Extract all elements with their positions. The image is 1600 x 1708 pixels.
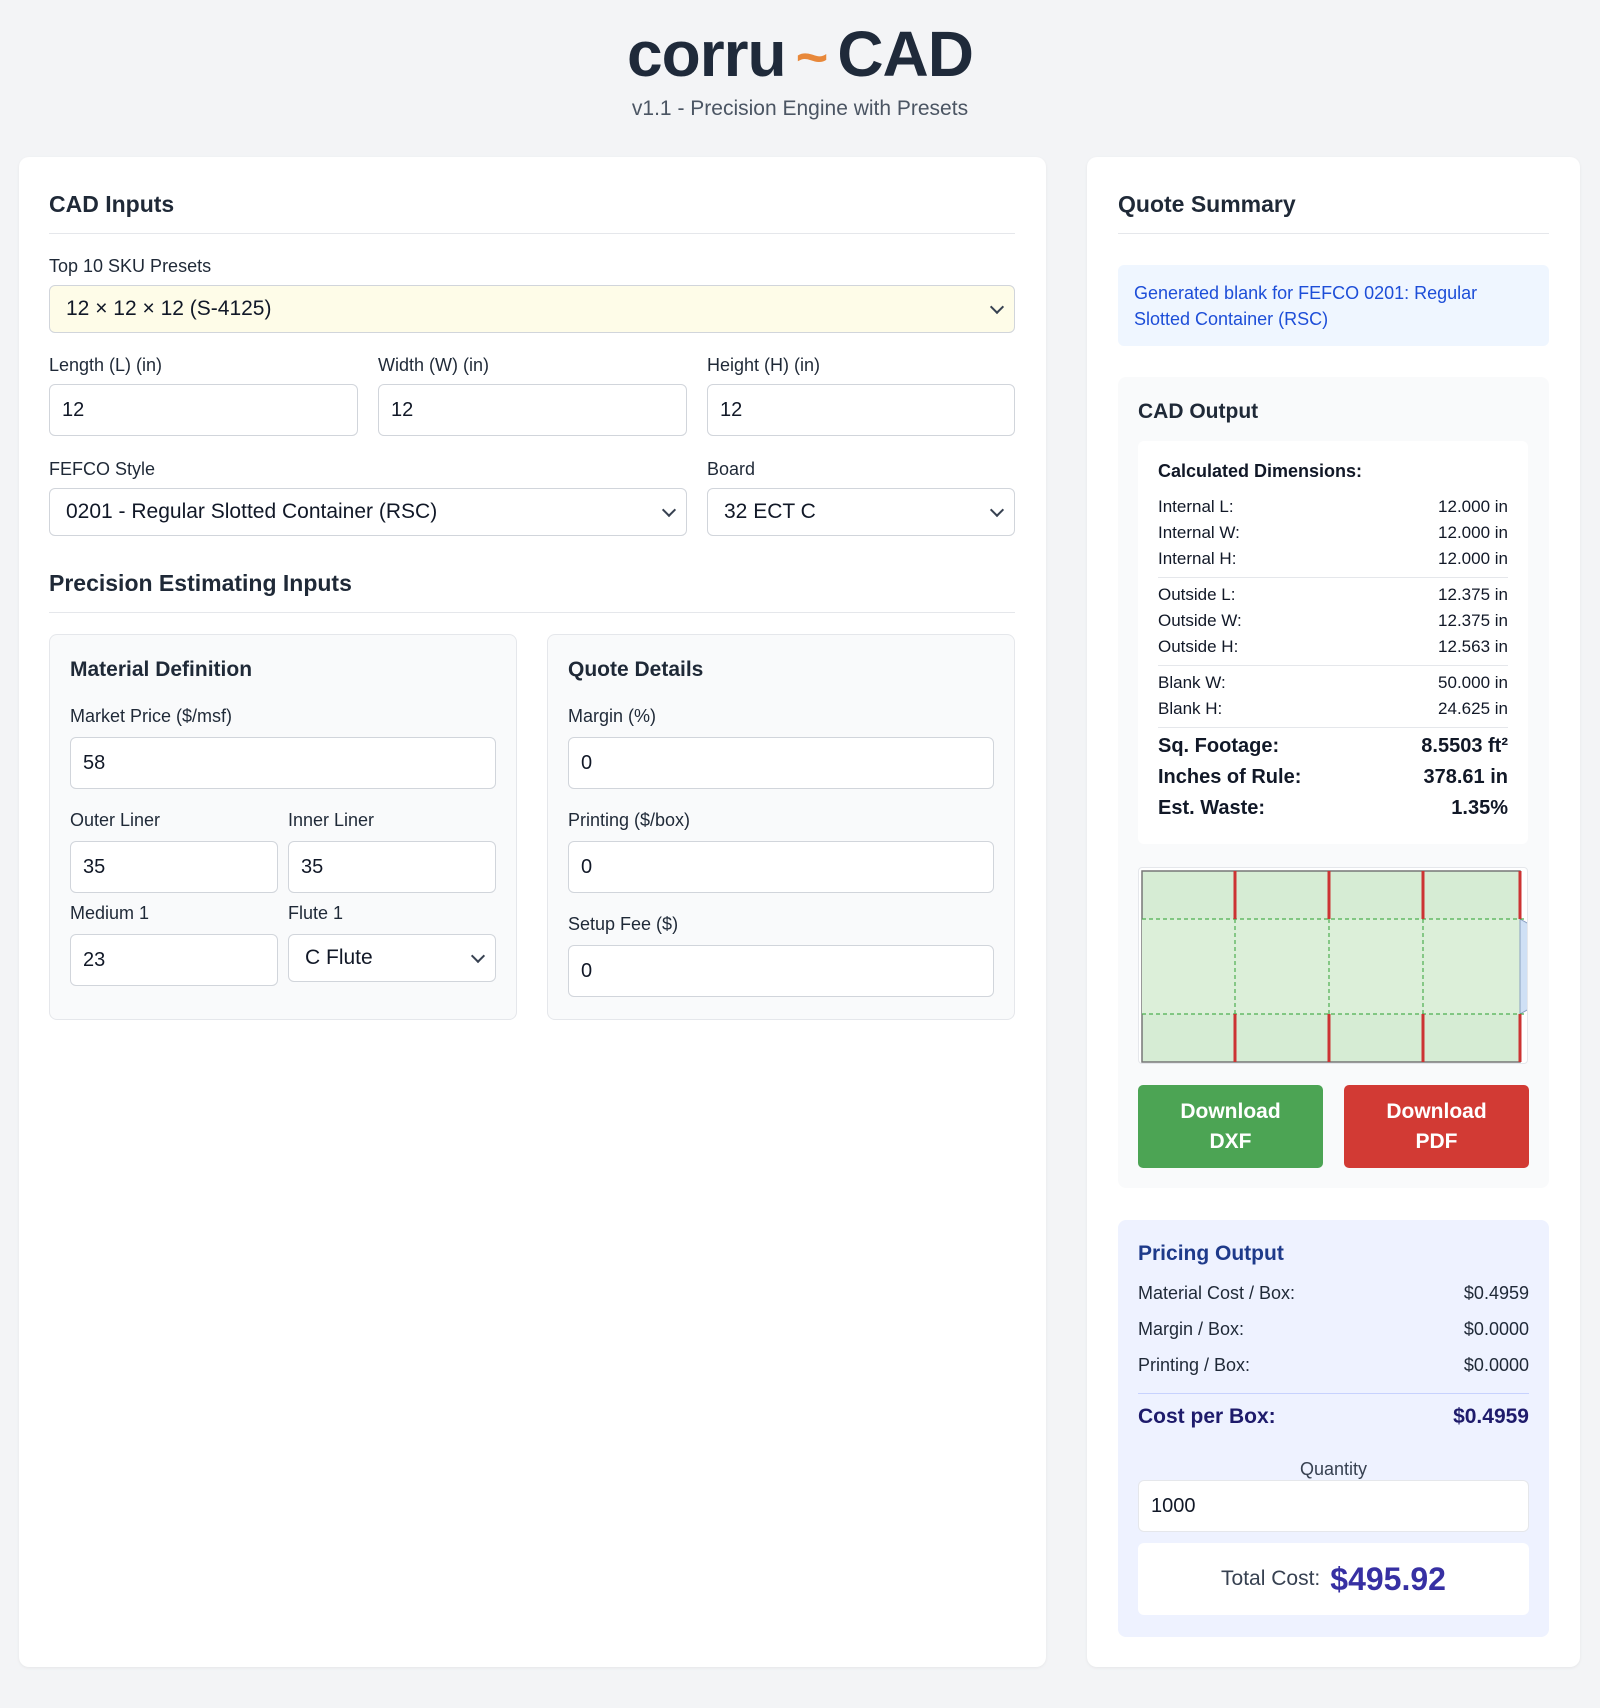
quantity-label: Quantity: [1299, 1459, 1368, 1479]
medium-label: Medium 1: [70, 903, 150, 923]
setup-fee-input[interactable]: 0: [568, 945, 994, 997]
printing-row: Printing / Box: $0.0000: [1138, 1355, 1529, 1375]
calculated-dimensions-title: Calculated Dimensions:: [1158, 461, 1363, 481]
medium-input[interactable]: 23: [70, 934, 278, 986]
chevron-down-icon: [989, 502, 1005, 518]
board-value: 32 ECT C: [724, 500, 816, 523]
material-title: Material Definition: [70, 658, 253, 681]
fefco-label: FEFCO Style: [49, 459, 156, 479]
board-select[interactable]: 32 ECT C: [707, 488, 1015, 536]
market-price-label: Market Price ($/msf): [70, 706, 233, 726]
sq-footage-row: Sq. Footage: 8.5503 ft²: [1158, 735, 1508, 757]
presets-label: Top 10 SKU Presets: [49, 256, 212, 276]
cost-per-box-row: Cost per Box: $0.4959: [1138, 1405, 1529, 1428]
divider: [49, 233, 1015, 234]
chevron-down-icon: [470, 948, 486, 964]
height-input[interactable]: 12: [707, 384, 1015, 436]
divider: [1118, 233, 1549, 234]
cad-inputs-title: CAD Inputs: [49, 191, 175, 217]
pricing-divider: [1138, 1393, 1529, 1394]
flute-select[interactable]: C Flute: [288, 934, 496, 982]
dim-row: Internal H: 12.000 in: [1158, 549, 1508, 568]
blank-body: [1142, 919, 1520, 1014]
quote-details-box: Quote Details Margin (%) 0 Printing ($/b…: [547, 634, 1015, 1020]
logo-tilde: ~: [795, 25, 829, 88]
outer-liner-label: Outer Liner: [70, 810, 161, 830]
fefco-style-value: 0201 - Regular Slotted Container (RSC): [66, 500, 438, 523]
chevron-down-icon: [989, 299, 1005, 315]
quote-summary-panel: Quote Summary Generated blank for FEFCO …: [1087, 157, 1580, 1667]
app-subtitle: v1.1 - Precision Engine with Presets: [631, 97, 969, 120]
total-cost-box: Total Cost: $495.92: [1138, 1543, 1529, 1615]
download-pdf-button[interactable]: Download PDF: [1344, 1085, 1529, 1168]
board-label: Board: [707, 459, 756, 479]
material-definition-box: Material Definition Market Price ($/msf)…: [49, 634, 517, 1020]
flute-value: C Flute: [305, 946, 373, 969]
length-input[interactable]: 12: [49, 384, 358, 436]
quantity-input[interactable]: 1000: [1138, 1480, 1529, 1532]
dim-separator: [1158, 577, 1508, 578]
quote-details-title: Quote Details: [568, 658, 704, 681]
width-label: Width (W) (in): [378, 355, 489, 375]
app-header: corru ~ CAD v1.1 - Precision Engine with P…: [0, 16, 1600, 121]
margin-input[interactable]: 0: [568, 737, 994, 789]
outer-liner-input[interactable]: 35: [70, 841, 278, 893]
total-cost-value: $495.92: [1330, 1560, 1446, 1597]
margin-label: Margin (%): [568, 706, 657, 726]
setup-fee-label: Setup Fee ($): [568, 914, 679, 934]
download-dxf-button[interactable]: Download DXF: [1138, 1085, 1323, 1168]
margin-row: Margin / Box: $0.0000: [1138, 1319, 1529, 1339]
length-label: Length (L) (in): [49, 355, 163, 375]
total-cost-label: Total Cost:: [1221, 1567, 1321, 1590]
inner-liner-input[interactable]: 35: [288, 841, 496, 893]
info-message: Generated blank for FEFCO 0201: Regular …: [1118, 265, 1549, 346]
width-input[interactable]: 12: [378, 384, 687, 436]
blank-preview: [1138, 867, 1528, 1064]
dim-separator: [1158, 665, 1508, 666]
calculated-dimensions-card: Calculated Dimensions: Internal L: 12.000…: [1138, 441, 1528, 844]
pricing-output-box: Pricing Output Material Cost / Box: $0.49…: [1118, 1220, 1549, 1637]
dim-row: Internal W: 12.000 in: [1158, 523, 1508, 542]
dim-row: Outside L: 12.375 in: [1158, 585, 1508, 604]
flute-label: Flute 1: [288, 903, 344, 923]
chevron-down-icon: [661, 502, 677, 518]
fefco-style-select[interactable]: 0201 - Regular Slotted Container (RSC): [49, 488, 687, 536]
pricing-output-title: Pricing Output: [1138, 1242, 1284, 1265]
quote-summary-title: Quote Summary: [1118, 191, 1296, 217]
glue-flap: [1519, 918, 1527, 1015]
inner-liner-label: Inner Liner: [288, 810, 375, 830]
dim-row: Blank W: 50.000 in: [1158, 673, 1508, 692]
dim-row: Outside H: 12.563 in: [1158, 637, 1508, 656]
dim-row: Internal L: 12.000 in: [1158, 497, 1508, 516]
printing-label: Printing ($/box): [568, 810, 691, 830]
sku-preset-value: 12 × 12 × 12 (S-4125): [66, 297, 272, 320]
cad-output-title: CAD Output: [1138, 400, 1259, 423]
precision-title: Precision Estimating Inputs: [49, 570, 352, 596]
box-blank-drawing: [1141, 870, 1527, 1063]
height-label: Height (H) (in): [707, 355, 821, 375]
inches-of-rule-row: Inches of Rule: 378.61 in: [1158, 766, 1508, 788]
cad-output-box: CAD Output Calculated Dimensions: Intern…: [1118, 377, 1549, 1188]
dim-separator: [1158, 727, 1508, 728]
material-cost-row: Material Cost / Box: $0.4959: [1138, 1283, 1529, 1303]
est-waste-row: Est. Waste: 1.35%: [1158, 797, 1508, 819]
printing-input[interactable]: 0: [568, 841, 994, 893]
market-price-input[interactable]: 58: [70, 737, 496, 789]
dim-row: Blank H: 24.625 in: [1158, 699, 1508, 718]
divider: [49, 612, 1015, 613]
dim-row: Outside W: 12.375 in: [1158, 611, 1508, 630]
sku-preset-select[interactable]: 12 × 12 × 12 (S-4125): [49, 285, 1015, 333]
logo: corru ~ CAD: [627, 18, 974, 90]
cad-inputs-panel: CAD Inputs Top 10 SKU Presets 12 × 12 × …: [19, 157, 1046, 1667]
